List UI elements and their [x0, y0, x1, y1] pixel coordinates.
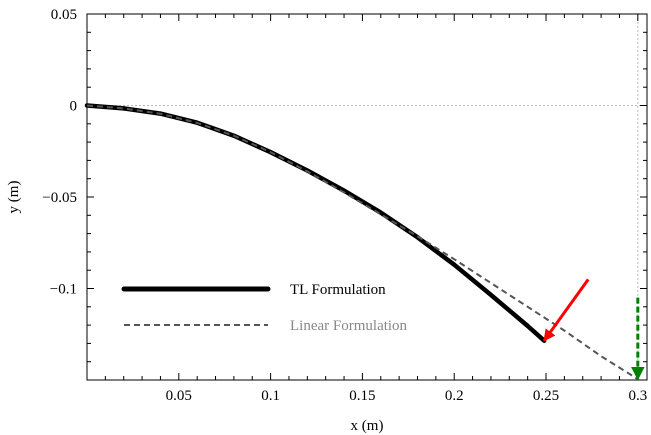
y-tick-label: 0.05	[51, 7, 77, 23]
legend-label-linear-formulation: Linear Formulation	[290, 318, 408, 334]
series-line-tl-formulation	[84, 103, 547, 343]
y-tick-label: −0.1	[50, 282, 77, 298]
x-tick-label: 0.1	[261, 388, 280, 404]
series-lines	[84, 103, 639, 380]
y-axis-label: y (m)	[6, 181, 22, 214]
y-tick-label: −0.05	[42, 190, 77, 206]
x-tick-label: 0.2	[445, 388, 464, 404]
x-tick-label: 0.3	[628, 388, 647, 404]
x-tick-label: 0.15	[349, 388, 375, 404]
legend-label-tl-formulation: TL Formulation	[290, 282, 386, 298]
series-line-linear-formulation	[86, 104, 639, 380]
x-axis-label: x (m)	[351, 418, 384, 434]
x-tick-label: 0.05	[166, 388, 192, 404]
annotation-arrows	[542, 278, 645, 381]
y-tick-label: 0	[70, 99, 78, 115]
x-tick-label: 0.25	[533, 388, 559, 404]
red-arrow	[542, 278, 590, 342]
legend: TL Formulation Linear Formulation	[121, 282, 408, 334]
x-axis-ticks: 0.05 0.1 0.15 0.2 0.25 0.3	[104, 14, 647, 404]
